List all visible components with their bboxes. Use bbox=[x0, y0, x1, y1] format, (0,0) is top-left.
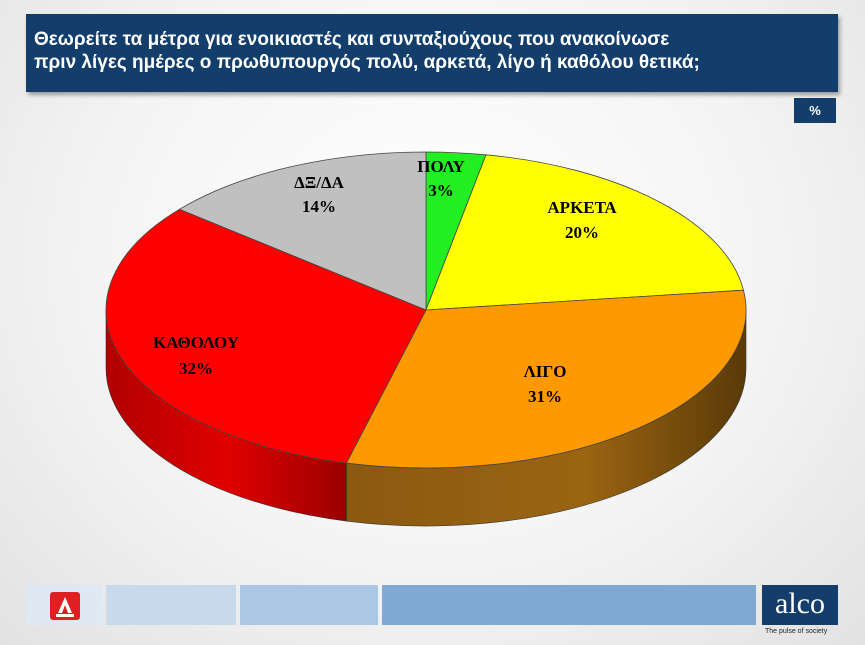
footer-segment bbox=[240, 585, 378, 625]
pie-slice-5 bbox=[178, 151, 427, 311]
pie-slice-4 bbox=[105, 208, 427, 464]
slice-value-4: 32% bbox=[179, 359, 213, 378]
footer-segment bbox=[106, 585, 236, 625]
slice-label-3: ΛΙΓΟ bbox=[524, 362, 567, 381]
pie-slice-3 bbox=[345, 289, 747, 469]
slice-label-2: ΑΡΚΕΤΑ bbox=[547, 198, 617, 217]
alpha-news-logo-icon bbox=[50, 592, 80, 620]
unit-badge: % bbox=[794, 98, 836, 123]
slice-value-1: 3% bbox=[428, 181, 454, 200]
slice-label-4: ΚΑΘΟΛΟΥ bbox=[153, 333, 239, 352]
slice-value-2: 20% bbox=[565, 223, 599, 242]
alco-logo-text: alco bbox=[775, 587, 825, 620]
slice-value-3: 31% bbox=[528, 387, 562, 406]
title-bar: Θεωρείτε τα μέτρα για ενοικιαστές και συ… bbox=[26, 14, 838, 92]
chart-title: Θεωρείτε τα μέτρα για ενοικιαστές και συ… bbox=[34, 29, 700, 73]
alco-logo: alco bbox=[762, 585, 838, 625]
slice-value-5: 14% bbox=[302, 197, 336, 216]
slice-label-1: ΠΟΛΥ bbox=[417, 157, 465, 176]
tagline: The pulse of society bbox=[765, 628, 828, 635]
footer-segment bbox=[382, 585, 756, 625]
slice-label-5: ΔΞ/ΔΑ bbox=[294, 173, 345, 192]
pie-slice-2 bbox=[425, 154, 744, 311]
